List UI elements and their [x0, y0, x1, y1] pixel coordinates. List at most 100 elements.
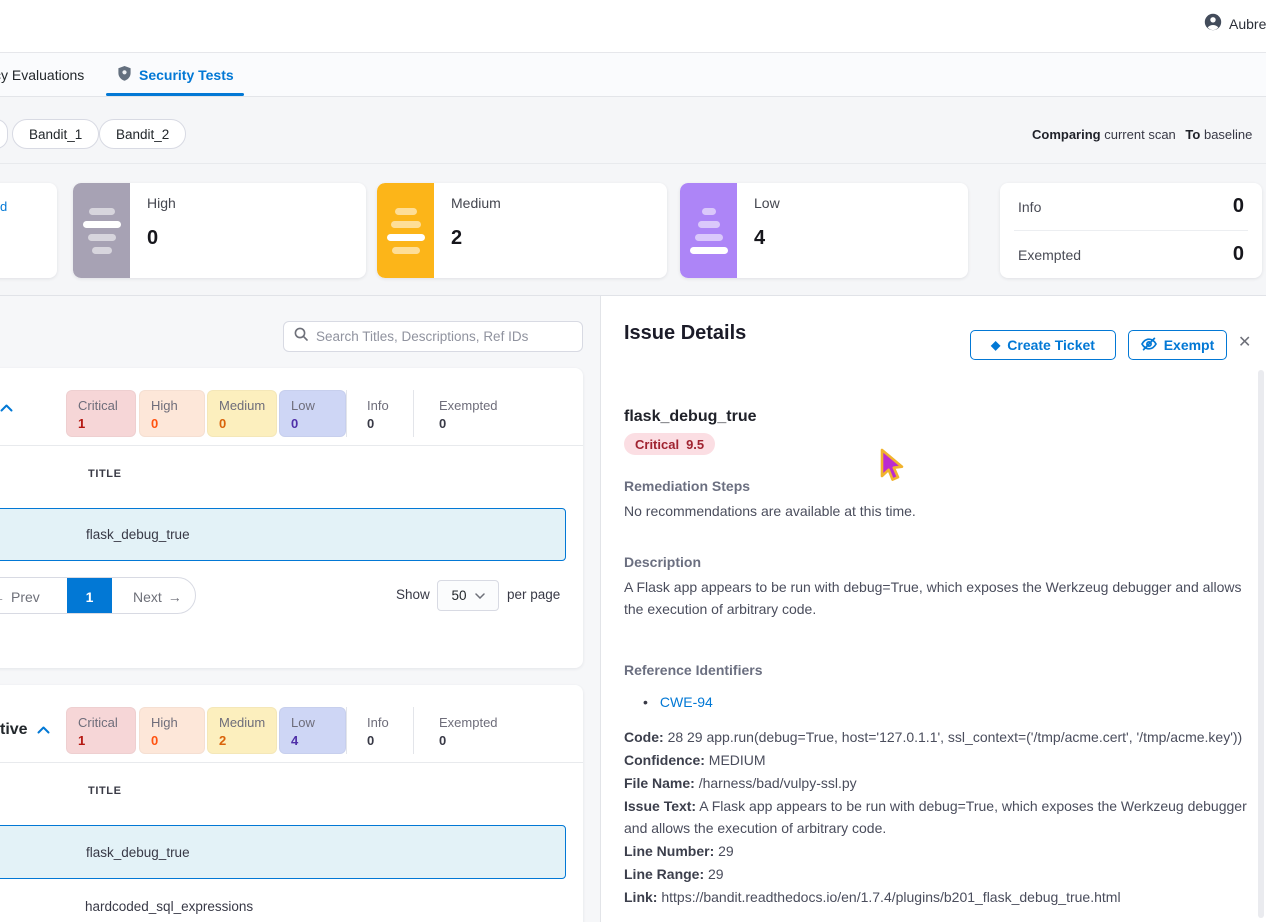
chip-critical[interactable]: Critical 1 [66, 390, 136, 437]
column-header-title: TITLE [88, 785, 122, 797]
issues-panel-1: Critical 1 High 0 Medium 0 Low 0 Info 0 Exemp… [0, 368, 583, 668]
chip-info[interactable]: Info 0 [367, 715, 389, 748]
search-box [283, 321, 583, 352]
scan-pill-fragment[interactable] [0, 119, 8, 149]
tab-bar: cy Evaluations Security Tests [0, 53, 1266, 97]
field-link: Link: https://bandit.readthedocs.io/en/1… [624, 889, 1121, 905]
scan-summary-region: Bandit_1 Bandit_2 Comparing current scan… [0, 97, 1266, 296]
eye-off-icon [1140, 337, 1157, 354]
divider [346, 707, 347, 754]
tab-policy-evaluations[interactable]: cy Evaluations [0, 67, 85, 83]
arrow-left-icon: ← [0, 589, 5, 605]
search-icon [294, 327, 308, 346]
page-size-select[interactable]: 50 [437, 580, 499, 611]
per-page-label: per page [507, 587, 561, 602]
active-tab-underline [106, 93, 244, 96]
chip-info[interactable]: Info 0 [367, 398, 389, 431]
exempted-card-count: 0 [1232, 243, 1244, 265]
user-avatar-icon [1204, 13, 1222, 34]
remediation-heading: Remediation Steps [624, 478, 751, 494]
divider [1014, 230, 1248, 231]
chip-exempted[interactable]: Exempted 0 [439, 398, 498, 431]
section-collapse-toggle[interactable] [0, 404, 13, 412]
high-card-label: High [147, 195, 176, 211]
medium-card-label: Medium [451, 195, 501, 211]
divider [413, 390, 414, 437]
issue-title: flask_debug_true [624, 408, 757, 425]
issue-fields: Code: 28 29 app.run(debug=True, host='12… [624, 726, 1256, 909]
diamond-icon: ◆ [991, 338, 1001, 352]
chip-medium[interactable]: Medium 0 [207, 390, 277, 437]
issue-details-panel: Issue Details ◆ Create Ticket Exempt ✕ f… [601, 296, 1266, 922]
info-card-label: Info [1018, 198, 1042, 215]
show-label: Show [396, 587, 430, 602]
user-menu[interactable]: Aubre [1204, 13, 1266, 34]
section-header-fragment[interactable]: tive [0, 721, 50, 739]
description-heading: Description [624, 554, 702, 570]
prev-page-button[interactable]: ← Prev [0, 578, 40, 613]
medium-card-count: 2 [451, 227, 463, 249]
close-icon[interactable]: ✕ [1238, 334, 1252, 351]
high-card-count: 0 [147, 227, 159, 249]
reference-item: • CWE-94 [643, 694, 713, 710]
exempted-card-label: Exempted [1018, 246, 1082, 263]
cwe-94-link[interactable]: CWE-94 [659, 694, 713, 710]
field-line-number: Line Number: 29 [624, 843, 734, 859]
bullet-icon: • [643, 694, 648, 710]
chip-exempted[interactable]: Exempted 0 [439, 715, 498, 748]
chip-high[interactable]: High 0 [139, 390, 205, 437]
issues-panel-2: tive Critical 1 High 0 Medium 2 Low 4 Info 0 … [0, 685, 583, 922]
issue-row-hardcoded-sql-expressions[interactable]: hardcoded_sql_expressions [85, 898, 254, 914]
low-card-label: Low [754, 195, 780, 211]
scan-pill-bandit-2[interactable]: Bandit_2 [99, 119, 187, 149]
page-1-button[interactable]: 1 [67, 578, 112, 613]
top-bar: Aubre [0, 0, 1266, 53]
description-text: A Flask app appears to be run with debug… [624, 579, 1242, 617]
severity-card-high: High 0 [73, 183, 366, 278]
field-code: Code: 28 29 app.run(debug=True, host='12… [624, 729, 1243, 745]
chip-critical[interactable]: Critical 1 [66, 707, 136, 754]
chip-low[interactable]: Low 0 [279, 390, 346, 437]
severity-badge: Critical 9.5 [624, 433, 716, 455]
low-severity-icon [680, 183, 737, 278]
divider [0, 445, 583, 446]
pagination: ← Prev 1 Next → [0, 577, 196, 614]
scrollbar[interactable] [1258, 370, 1264, 918]
chip-medium[interactable]: Medium 2 [207, 707, 277, 754]
chevron-down-icon [474, 592, 485, 599]
divider [346, 390, 347, 437]
field-file-name: File Name: /harness/bad/vulpy-ssl.py [624, 775, 857, 791]
field-confidence: Confidence: MEDIUM [624, 752, 766, 768]
severity-card-info-exempted: Info 0 Exempted 0 [1000, 183, 1262, 278]
exempt-button[interactable]: Exempt [1128, 330, 1227, 360]
chip-high[interactable]: High 0 [139, 707, 205, 754]
chevron-up-icon [0, 404, 13, 412]
severity-card-fragment: d [0, 183, 57, 278]
search-input[interactable] [316, 329, 572, 344]
severity-card-low: Low 4 [680, 183, 968, 278]
divider [413, 707, 414, 754]
user-name: Aubre [1229, 15, 1266, 32]
medium-severity-icon [377, 183, 434, 278]
tab-security-tests[interactable]: Security Tests [118, 53, 234, 97]
create-ticket-button[interactable]: ◆ Create Ticket [970, 330, 1116, 360]
scan-pill-bandit-1[interactable]: Bandit_1 [12, 119, 100, 149]
arrow-right-icon: → [167, 588, 182, 605]
high-severity-icon [73, 183, 130, 278]
divider [0, 163, 1266, 164]
info-card-count: 0 [1232, 195, 1244, 217]
field-line-range: Line Range: 29 [624, 866, 724, 882]
issue-row-flask-debug-true[interactable]: flask_debug_true [0, 508, 566, 561]
card-fragment-link[interactable]: d [0, 199, 8, 214]
chip-low[interactable]: Low 4 [279, 707, 346, 754]
next-page-button[interactable]: Next → [133, 588, 182, 605]
references-heading: Reference Identifiers [624, 662, 763, 678]
remediation-text: No recommendations are available at this… [624, 503, 916, 519]
column-header-title: TITLE [88, 468, 122, 480]
issue-row-flask-debug-true[interactable]: flask_debug_true [0, 825, 566, 879]
low-card-count: 4 [754, 227, 766, 249]
comparing-label: Comparing current scan To baseline [1032, 127, 1253, 142]
shield-icon [118, 66, 131, 84]
field-issue-text: Issue Text: A Flask app appears to be ru… [624, 798, 1247, 836]
